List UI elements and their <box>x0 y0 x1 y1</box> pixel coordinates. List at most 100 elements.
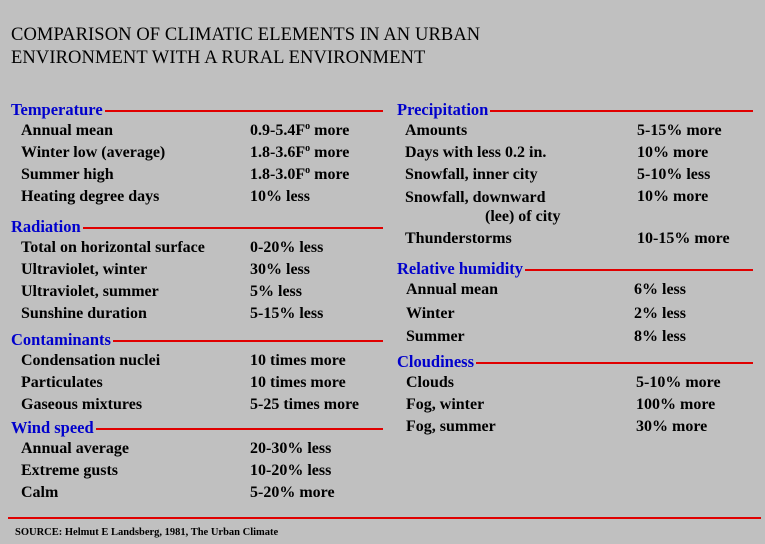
row-value: 0-20% less <box>250 239 324 256</box>
row-value: 0.9-5.4Fo more <box>250 121 350 140</box>
section-title: Radiation <box>11 217 83 237</box>
row-value: 1.8-3.6Fo more <box>250 143 350 162</box>
table-row: Particulates 10 times more <box>11 373 383 395</box>
table-row: Annual mean 0.9-5.4Fo more <box>11 121 383 143</box>
source-citation: SOURCE: Helmut E Landsberg, 1981, The Ur… <box>15 527 279 538</box>
table-row: Summer 8% less <box>397 327 753 349</box>
section-divider <box>82 226 383 229</box>
section-title: Precipitation <box>397 100 491 120</box>
section-divider <box>476 361 753 364</box>
row-label: Winter low (average) <box>21 144 166 161</box>
section-title: Temperature <box>11 100 105 120</box>
row-value: 5-25 times more <box>250 396 359 413</box>
table-row: Snowfall, downward (lee) of city 10% more <box>397 187 753 229</box>
row-value: 30% less <box>250 261 310 278</box>
row-value: 5% less <box>250 283 302 300</box>
table-row: Amounts 5-15% more <box>397 121 753 143</box>
row-label: Summer <box>406 328 465 345</box>
row-label: Summer high <box>21 166 114 183</box>
row-value: 10% more <box>637 144 709 161</box>
table-row: Thunderstorms 10-15% more <box>397 229 753 251</box>
section-temperature: Temperature Annual mean 0.9-5.4Fo more Wi… <box>11 99 383 209</box>
section-divider <box>95 427 383 430</box>
row-label: Particulates <box>21 374 103 391</box>
row-label: Total on horizontal surface <box>21 239 205 256</box>
section-title: Contaminants <box>11 330 113 350</box>
row-label: Days with less 0.2 in. <box>405 144 547 161</box>
row-value: 5-10% less <box>637 166 711 183</box>
row-label: Thunderstorms <box>405 230 512 247</box>
section-precipitation: Precipitation Amounts 5-15% more Days wit… <box>397 99 753 251</box>
table-row: Calm 5-20% more <box>11 483 383 505</box>
row-label: Fog, summer <box>406 418 496 435</box>
table-row: Annual mean 6% less <box>397 280 753 304</box>
row-label: Annual average <box>21 440 129 457</box>
table-row: Fog, summer 30% more <box>397 417 753 439</box>
row-value: 5-15% more <box>637 122 722 139</box>
table-row: Extreme gusts 10-20% less <box>11 461 383 483</box>
row-label: Winter <box>406 305 455 322</box>
title-line-2: ENVIRONMENT WITH A RURAL ENVIRONMENT <box>11 48 426 68</box>
row-value: 1.8-3.0Fo more <box>250 165 350 184</box>
section-relative-humidity: Relative humidity Annual mean 6% less Win… <box>397 258 753 349</box>
row-value: 5-10% more <box>636 374 721 391</box>
row-value: 10-15% more <box>637 230 730 247</box>
section-radiation: Radiation Total on horizontal surface 0-2… <box>11 216 383 326</box>
table-row: Clouds 5-10% more <box>397 373 753 395</box>
title-line-1: COMPARISON OF CLIMATIC ELEMENTS IN AN UR… <box>11 25 481 45</box>
table-row: Gaseous mixtures 5-25 times more <box>11 395 383 417</box>
table-row: Sunshine duration 5-15% less <box>11 304 383 326</box>
section-contaminants: Contaminants Condensation nuclei 10 times… <box>11 329 383 417</box>
section-title: Relative humidity <box>397 259 526 279</box>
section-divider <box>104 109 383 112</box>
row-label: Sunshine duration <box>21 305 147 322</box>
row-label: Annual mean <box>21 122 114 139</box>
table-row: Annual average 20-30% less <box>11 439 383 461</box>
section-divider <box>490 109 753 112</box>
section-divider <box>525 268 753 271</box>
row-value: 2% less <box>634 305 686 322</box>
row-label: Fog, winter <box>406 396 485 413</box>
row-label: Calm <box>21 484 59 501</box>
section-title: Cloudiness <box>397 352 477 372</box>
table-row: Ultraviolet, winter 30% less <box>11 260 383 282</box>
row-label: Clouds <box>406 374 455 391</box>
row-label: Amounts <box>405 122 468 139</box>
table-row: Winter low (average) 1.8-3.6Fo more <box>11 143 383 165</box>
row-value: 8% less <box>634 328 686 345</box>
row-value: 100% more <box>636 396 716 413</box>
table-row: Snowfall, inner city 5-10% less <box>397 165 753 187</box>
table-row: Total on horizontal surface 0-20% less <box>11 238 383 260</box>
row-label: Ultraviolet, summer <box>21 283 159 300</box>
table-row: Fog, winter 100% more <box>397 395 753 417</box>
row-value: 20-30% less <box>250 440 332 457</box>
row-value: 10 times more <box>250 374 346 391</box>
row-label: Ultraviolet, winter <box>21 261 148 278</box>
row-value: 10% less <box>250 188 310 205</box>
row-label: Annual mean <box>406 281 499 298</box>
table-row: Summer high 1.8-3.0Fo more <box>11 165 383 187</box>
row-value: 10-20% less <box>250 462 332 479</box>
row-label: Extreme gusts <box>21 462 119 479</box>
row-value: 5-15% less <box>250 305 324 322</box>
page-title: COMPARISON OF CLIMATIC ELEMENTS IN AN UR… <box>11 24 751 70</box>
section-divider <box>112 339 383 342</box>
table-row: Condensation nuclei 10 times more <box>11 351 383 373</box>
row-value: 30% more <box>636 418 708 435</box>
row-label: Heating degree days <box>21 188 160 205</box>
row-label: Snowfall, downward (lee) of city <box>405 189 561 225</box>
row-label: Snowfall, inner city <box>405 166 538 183</box>
row-value: 10% more <box>637 188 709 205</box>
row-value: 10 times more <box>250 352 346 369</box>
row-value: 5-20% more <box>250 484 335 501</box>
footer-divider <box>8 517 761 519</box>
section-wind-speed: Wind speed Annual average 20-30% less Ext… <box>11 417 383 505</box>
table-row: Ultraviolet, summer 5% less <box>11 282 383 304</box>
table-row: Winter 2% less <box>397 304 753 327</box>
table-row: Heating degree days 10% less <box>11 187 383 209</box>
section-title: Wind speed <box>11 418 96 438</box>
row-value: 6% less <box>634 281 686 298</box>
table-row: Days with less 0.2 in. 10% more <box>397 143 753 165</box>
row-label: Condensation nuclei <box>21 352 161 369</box>
section-cloudiness: Cloudiness Clouds 5-10% more Fog, winter 1… <box>397 351 753 439</box>
